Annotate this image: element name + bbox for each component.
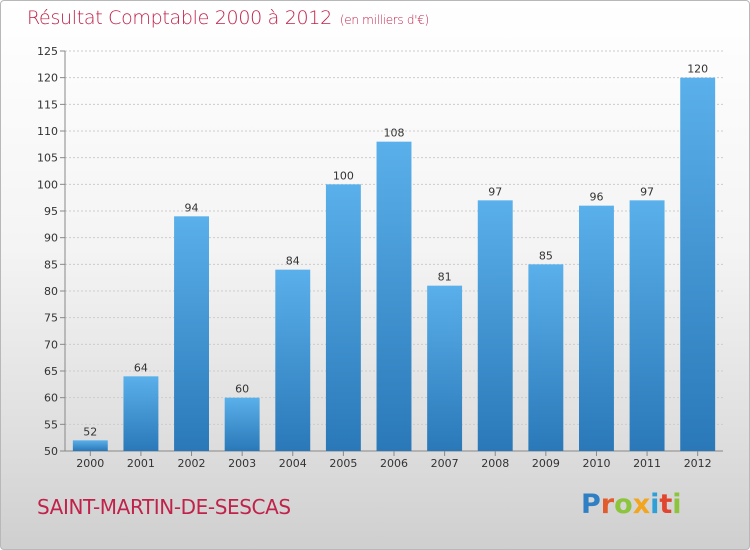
x-tick-label: 2006 [380, 457, 408, 470]
logo-letter: i [650, 489, 660, 520]
data-label: 120 [687, 63, 708, 76]
y-tick-label: 120 [37, 72, 58, 85]
data-label: 97 [640, 185, 654, 198]
y-tick-label: 50 [44, 445, 58, 458]
logo-letter: P [581, 489, 601, 520]
data-label: 84 [286, 255, 300, 268]
bar [376, 141, 412, 451]
data-label: 64 [134, 361, 148, 374]
x-tick-label: 2004 [279, 457, 307, 470]
x-tick-label: 2011 [633, 457, 661, 470]
x-tick-label: 2005 [329, 457, 357, 470]
x-tick-label: 2010 [582, 457, 610, 470]
bar [224, 397, 260, 451]
x-tick-label: 2012 [684, 457, 712, 470]
data-label: 108 [384, 127, 405, 140]
y-tick-label: 105 [37, 152, 58, 165]
y-tick-label: 85 [44, 258, 58, 271]
data-label: 60 [235, 383, 249, 396]
bar [123, 376, 159, 451]
y-tick-label: 80 [44, 285, 58, 298]
logo-letter: x [632, 489, 651, 520]
proxiti-logo[interactable]: Proxiti [581, 489, 682, 520]
logo-letter: i [672, 489, 682, 520]
data-label: 97 [488, 185, 502, 198]
bar [427, 285, 463, 451]
bar [275, 269, 311, 451]
bar [578, 205, 614, 451]
bar [325, 184, 361, 452]
bar [174, 216, 210, 451]
data-label: 94 [185, 201, 199, 214]
y-tick-label: 70 [44, 338, 58, 351]
y-tick-label: 115 [37, 98, 58, 111]
data-label: 100 [333, 169, 354, 182]
bar [72, 440, 108, 451]
bar [477, 200, 513, 451]
y-tick-label: 65 [44, 365, 58, 378]
y-tick-label: 95 [44, 205, 58, 218]
x-tick-label: 2002 [178, 457, 206, 470]
y-tick-label: 90 [44, 232, 58, 245]
logo-letter: t [659, 489, 673, 520]
x-tick-label: 2000 [76, 457, 104, 470]
chart-subtitle: (en milliers d'€) [339, 13, 429, 27]
bar [629, 200, 665, 451]
x-tick-label: 2008 [481, 457, 509, 470]
x-tick-label: 2007 [431, 457, 459, 470]
y-tick-label: 100 [37, 178, 58, 191]
y-tick-label: 60 [44, 392, 58, 405]
chart-title: Résultat Comptable 2000 à 2012 (en millie… [27, 7, 429, 29]
x-tick-label: 2003 [228, 457, 256, 470]
chart-title-text: Résultat Comptable 2000 à 2012 [27, 7, 332, 29]
logo-letter: o [614, 489, 633, 520]
data-label: 96 [589, 191, 603, 204]
y-tick-label: 125 [37, 45, 58, 58]
bar [528, 264, 564, 451]
data-label: 52 [83, 425, 97, 438]
y-tick-label: 110 [37, 125, 58, 138]
y-tick-label: 75 [44, 312, 58, 325]
bar [680, 77, 716, 452]
logo-letter: r [600, 489, 615, 520]
data-label: 81 [438, 271, 452, 284]
x-tick-label: 2009 [532, 457, 560, 470]
data-label: 85 [539, 249, 553, 262]
y-tick-label: 55 [44, 418, 58, 431]
commune-name: SAINT-MARTIN-DE-SESCAS [37, 495, 291, 519]
x-tick-label: 2001 [127, 457, 155, 470]
